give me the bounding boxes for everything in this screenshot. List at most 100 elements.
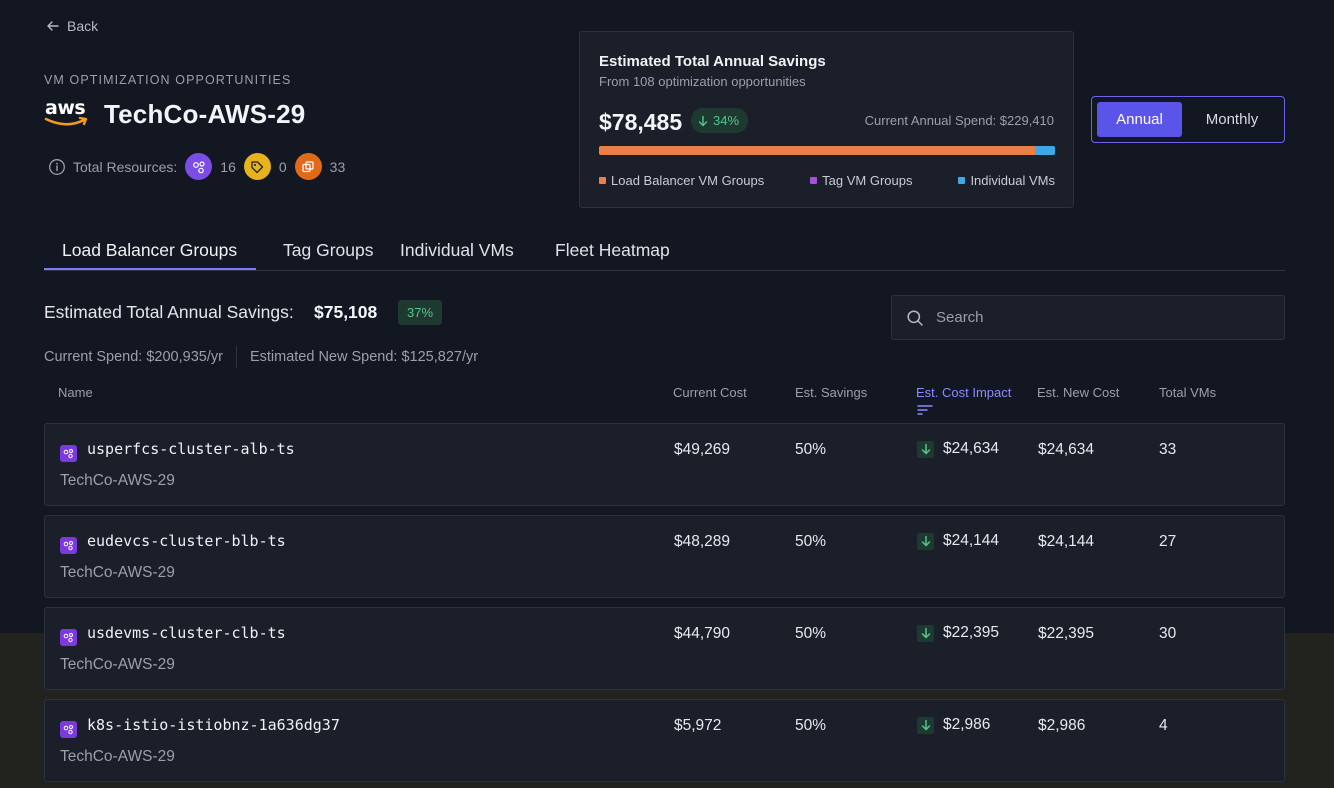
search-input[interactable] [936,309,1256,326]
table-row[interactable]: usperfcs-cluster-alb-ts TechCo-AWS-29 $4… [44,423,1285,506]
row-total-vms: 30 [1159,625,1177,642]
legend-swatch [599,177,606,184]
search-box [891,295,1285,340]
arrow-down-icon [917,532,934,550]
row-impact-value: $2,986 [943,716,991,733]
row-name[interactable]: usdevms-cluster-clb-ts [87,624,286,642]
row-current-cost: $5,972 [674,717,722,734]
row-new-cost: $2,986 [1038,717,1086,734]
current-spend: Current Spend: $200,935/yr [44,349,223,365]
tag-count: 0 [278,158,287,175]
legend-swatch [810,177,818,184]
back-label: Back [67,18,99,34]
annual-option[interactable]: Annual [1097,102,1182,137]
column-header-est-new-cost[interactable]: Est. New Cost [1037,385,1120,400]
new-spend: Estimated New Spend: $125,827/yr [249,349,479,365]
savings-card-amount: $78,485 [599,109,683,135]
arrow-down-icon [917,716,934,734]
total-savings-card: Estimated Total Annual Savings From 108 … [579,31,1074,208]
resources-label: Total Resources: [73,158,178,175]
search-icon [907,309,923,326]
tab-fleet-heatmap[interactable]: Fleet Heatmap [555,240,670,260]
legend-individual-vms: Individual VMs [958,173,1055,188]
aws-logo: aws [44,97,90,131]
legend-load-balancer: Load Balancer VM Groups [599,173,764,188]
aws-smile-icon [44,116,88,126]
row-account: TechCo-AWS-29 [60,472,175,489]
legend-label: Tag VM Groups [822,173,913,188]
load-balancer-icon [60,629,77,646]
row-impact: $22,395 [917,624,999,642]
table-row[interactable]: k8s-istio-istiobnz-1a636dg37 TechCo-AWS-… [44,699,1285,782]
sort-descending-icon[interactable] [917,404,933,416]
row-total-vms: 4 [1159,717,1168,734]
savings-card-title: Estimated Total Annual Savings [599,53,826,70]
row-current-cost: $44,790 [674,625,731,642]
row-total-vms: 27 [1159,533,1177,550]
row-name[interactable]: k8s-istio-istiobnz-1a636dg37 [87,716,340,734]
row-impact-value: $22,395 [943,624,1000,641]
summary-percent-badge: 37% [398,300,443,325]
row-impact: $2,986 [917,716,990,734]
vm-count: 33 [329,158,346,175]
page-title: TechCo-AWS-29 [104,98,306,129]
row-new-cost: $24,634 [1038,441,1095,458]
legend-label: Individual VMs [970,173,1055,188]
column-header-name[interactable]: Name [58,385,93,400]
summary-amount: $75,108 [314,302,378,322]
copy-icon [302,160,314,172]
spend-summary: Current Spend: $200,935/yr Estimated New… [44,346,478,368]
row-savings: 50% [795,441,827,458]
cluster-icon [192,160,205,173]
period-toggle: Annual Monthly [1091,96,1285,143]
vm-badge [294,153,322,180]
tab-bar: Load Balancer Groups Tag Groups Individu… [44,232,1285,271]
arrow-down-icon [917,624,934,642]
tab-load-balancer-groups[interactable]: Load Balancer Groups [44,232,256,270]
savings-legend: Load Balancer VM Groups Tag VM Groups In… [599,173,1055,188]
load-balancer-icon [60,537,77,554]
savings-percent: 34% [713,113,740,128]
column-header-total-vms[interactable]: Total VMs [1159,385,1217,400]
legend-label: Load Balancer VM Groups [611,173,765,188]
arrow-left-icon [47,21,59,31]
total-resources: Total Resources: 16 0 33 [48,153,345,180]
tab-individual-vms[interactable]: Individual VMs [400,240,514,260]
row-savings: 50% [795,717,827,734]
load-balancer-icon [60,721,77,738]
savings-bar-segment-2 [1035,146,1055,155]
row-new-cost: $24,144 [1038,533,1095,550]
row-name[interactable]: eudevcs-cluster-blb-ts [87,532,286,550]
current-annual-spend: Current Annual Spend: $229,410 [864,113,1054,128]
row-impact: $24,144 [917,532,999,550]
row-current-cost: $48,289 [674,533,731,550]
monthly-option[interactable]: Monthly [1205,111,1259,128]
row-new-cost: $22,395 [1038,625,1095,642]
cluster-count: 16 [220,158,236,175]
legend-tag-groups: Tag VM Groups [810,173,912,188]
summary-label: Estimated Total Annual Savings: [44,302,294,322]
table-row[interactable]: eudevcs-cluster-blb-ts TechCo-AWS-29 $48… [44,515,1285,598]
tag-icon [251,160,264,173]
column-header-current-cost[interactable]: Current Cost [673,385,747,400]
table-row[interactable]: usdevms-cluster-clb-ts TechCo-AWS-29 $44… [44,607,1285,690]
savings-bar-segment-0 [599,146,1036,155]
savings-percent-badge: 34% [691,108,749,133]
tab-tag-groups[interactable]: Tag Groups [283,240,374,260]
row-savings: 50% [795,625,827,642]
savings-breakdown-bar [599,146,1055,155]
column-header-est-savings[interactable]: Est. Savings [795,385,868,400]
row-savings: 50% [795,533,827,550]
column-header-est-cost-impact[interactable]: Est. Cost Impact [916,385,1012,400]
back-link[interactable]: Back [46,18,98,34]
arrow-down-icon [698,115,708,126]
legend-swatch [958,177,966,184]
info-icon[interactable] [48,158,66,176]
row-name[interactable]: usperfcs-cluster-alb-ts [87,440,295,458]
divider [235,346,237,368]
page-header: aws TechCo-AWS-29 [44,97,305,131]
row-current-cost: $49,269 [674,441,731,458]
arrow-down-icon [917,440,934,458]
row-impact-value: $24,144 [943,532,1000,549]
load-balancer-icon [60,445,77,462]
